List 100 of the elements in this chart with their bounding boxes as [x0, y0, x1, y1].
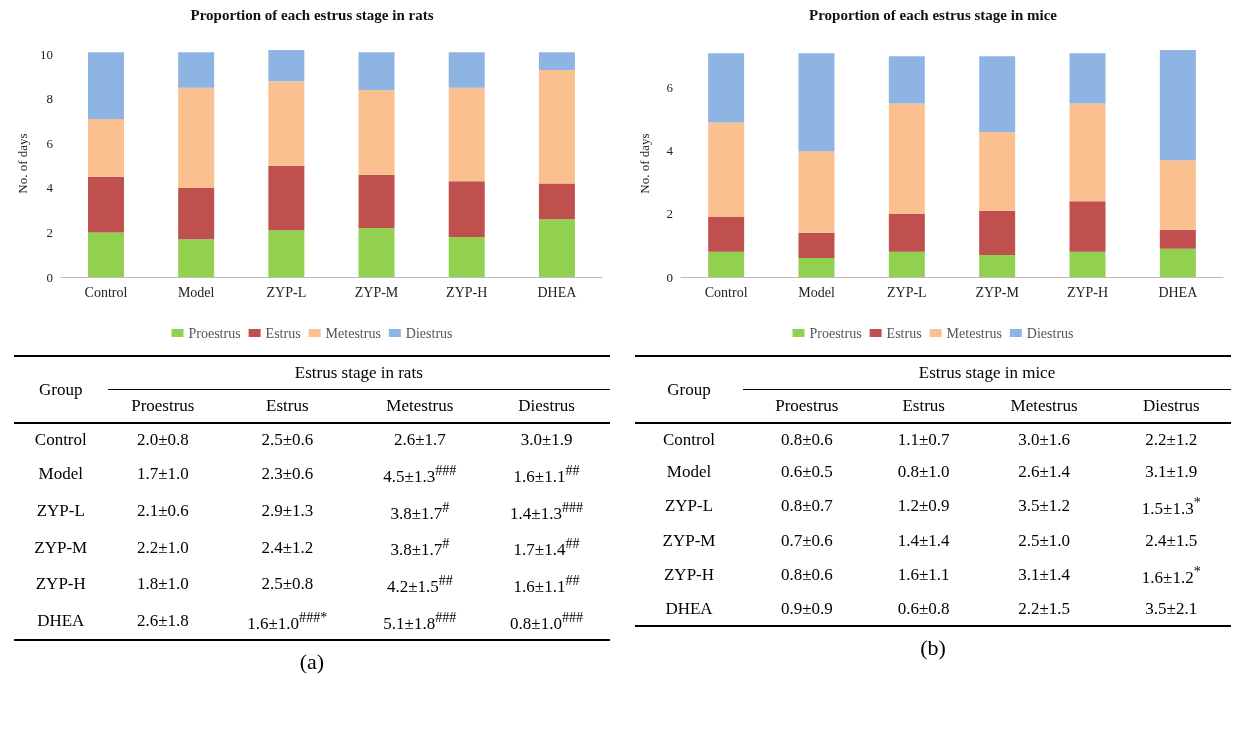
x-tick-label: ZYP-M: [354, 284, 399, 300]
y-tick-label: 2: [46, 224, 53, 240]
category-label: ZYP-H: [35, 574, 86, 594]
text: 0.7±0.6: [780, 530, 833, 550]
text: 1.6±1.1$^{##}$: [513, 571, 580, 596]
bar: [979, 131, 1016, 211]
category-label: Diestrus: [1141, 395, 1201, 417]
text: 3.5±1.2: [1018, 496, 1071, 516]
chart-title: Proportion of each estrus stage in mice: [808, 6, 1058, 23]
legend-label: Diestrus: [1026, 325, 1074, 341]
text: 1.2±0.9: [897, 496, 950, 516]
text: 1.6±1.1$^{##}$: [513, 462, 580, 486]
text: 0.8±0.6: [780, 430, 833, 449]
bar: [798, 232, 835, 259]
bar: [708, 251, 745, 277]
category-label: Control: [663, 430, 715, 449]
bar: [888, 213, 925, 252]
y-tick-label: 2: [666, 206, 673, 222]
x-tick-label: DHEA: [1158, 284, 1199, 300]
bar: [1069, 103, 1106, 202]
text: 2.0±0.8: [136, 430, 189, 449]
y-tick-label: 4: [46, 180, 54, 196]
text: 1.4±1.4: [897, 530, 950, 550]
bar: [178, 52, 215, 88]
text: 1.4±1.3$^{###}$: [510, 498, 584, 523]
text: 4.5±1.3$^{###}$: [383, 462, 457, 486]
bar: [358, 174, 395, 229]
x-tick-label: Control: [704, 284, 748, 300]
bar: [538, 52, 575, 71]
text: 1.6±1.0$^{###*}$: [247, 608, 328, 633]
bar: [358, 228, 395, 277]
text: 2.5±1.0: [1018, 530, 1071, 550]
text: 3.5±2.1: [1145, 599, 1198, 619]
text: Estrus stage in mice: [743, 356, 1231, 390]
x-tick-label: ZYP-H: [446, 284, 488, 300]
text: 1.7±1.4$^{##}$: [513, 535, 580, 559]
y-tick-label: 0: [46, 269, 53, 285]
text: 1.6±1.2$^{*}$: [1141, 562, 1201, 587]
bar: [1159, 248, 1196, 277]
category-label: Model: [38, 464, 83, 484]
bar: [87, 232, 124, 277]
bar: [888, 56, 925, 104]
bar: [448, 181, 485, 237]
bar: [798, 53, 835, 151]
x-tick-label: Model: [177, 284, 215, 300]
bar: [1069, 251, 1106, 277]
text: Group: [14, 356, 108, 423]
y-axis-title: No. of days: [15, 133, 30, 194]
bar: [1069, 201, 1106, 252]
legend-label: Proestrus: [809, 325, 862, 341]
x-tick-label: Control: [84, 284, 128, 300]
text: 5.1±1.8$^{###}$: [383, 608, 457, 633]
bar: [798, 150, 835, 233]
bar: [979, 56, 1016, 132]
category-label: ZYP-L: [664, 496, 714, 516]
x-tick-label: ZYP-L: [266, 284, 307, 300]
text: 1.1±0.7: [897, 430, 950, 449]
x-tick-label: Model: [798, 284, 835, 300]
bar: [979, 210, 1016, 255]
bar: [268, 50, 305, 82]
bar: [888, 251, 925, 277]
y-tick-label: 4: [666, 143, 674, 159]
y-tick-label: 10: [39, 46, 53, 62]
y-axis-title: No. of days: [637, 133, 652, 194]
bar: [268, 165, 305, 231]
text: Group: [635, 356, 743, 423]
legend-label: Proestrus: [188, 325, 241, 341]
text: 2.9±1.3: [261, 500, 314, 520]
text: 4.2±1.5$^{##}$: [386, 571, 453, 596]
bar: [798, 258, 835, 277]
text: 3.1±1.4: [1018, 564, 1071, 584]
text: 3.0±1.6: [1018, 430, 1071, 449]
category-label: DHEA: [665, 599, 713, 619]
category-label: ZYP-L: [36, 500, 85, 520]
bar: [538, 183, 575, 220]
y-tick-label: 8: [46, 91, 53, 107]
x-tick-label: ZYP-M: [975, 284, 1020, 300]
text: 2.5±0.6: [261, 430, 314, 449]
chart-title: Proportion of each estrus stage in rats: [190, 6, 434, 23]
bar: [708, 217, 745, 252]
legend-label: Diestrus: [405, 325, 453, 341]
text: 2.3±0.6: [261, 464, 314, 484]
category-label: Estrus: [265, 395, 310, 417]
bar: [178, 239, 215, 277]
x-tick-label: ZYP-L: [887, 284, 927, 300]
text: 2.6±1.7: [393, 430, 446, 449]
legend-label: Metestrus: [325, 325, 381, 341]
text: 2.2±1.0: [136, 537, 189, 557]
bar: [538, 219, 575, 277]
category-label: DHEA: [37, 610, 85, 630]
category-label: Metestrus: [1009, 395, 1079, 417]
bar: [1159, 229, 1196, 249]
text: (a): [298, 649, 326, 676]
text: 2.2±1.5: [1018, 599, 1071, 619]
x-tick-label: ZYP-H: [1066, 284, 1109, 300]
text: 2.2±1.2: [1145, 430, 1198, 449]
text: 0.6±0.8: [897, 599, 950, 619]
legend-label: Metestrus: [946, 325, 1002, 341]
text: Estrus stage in rats: [107, 356, 610, 390]
y-tick-label: 6: [666, 80, 674, 96]
